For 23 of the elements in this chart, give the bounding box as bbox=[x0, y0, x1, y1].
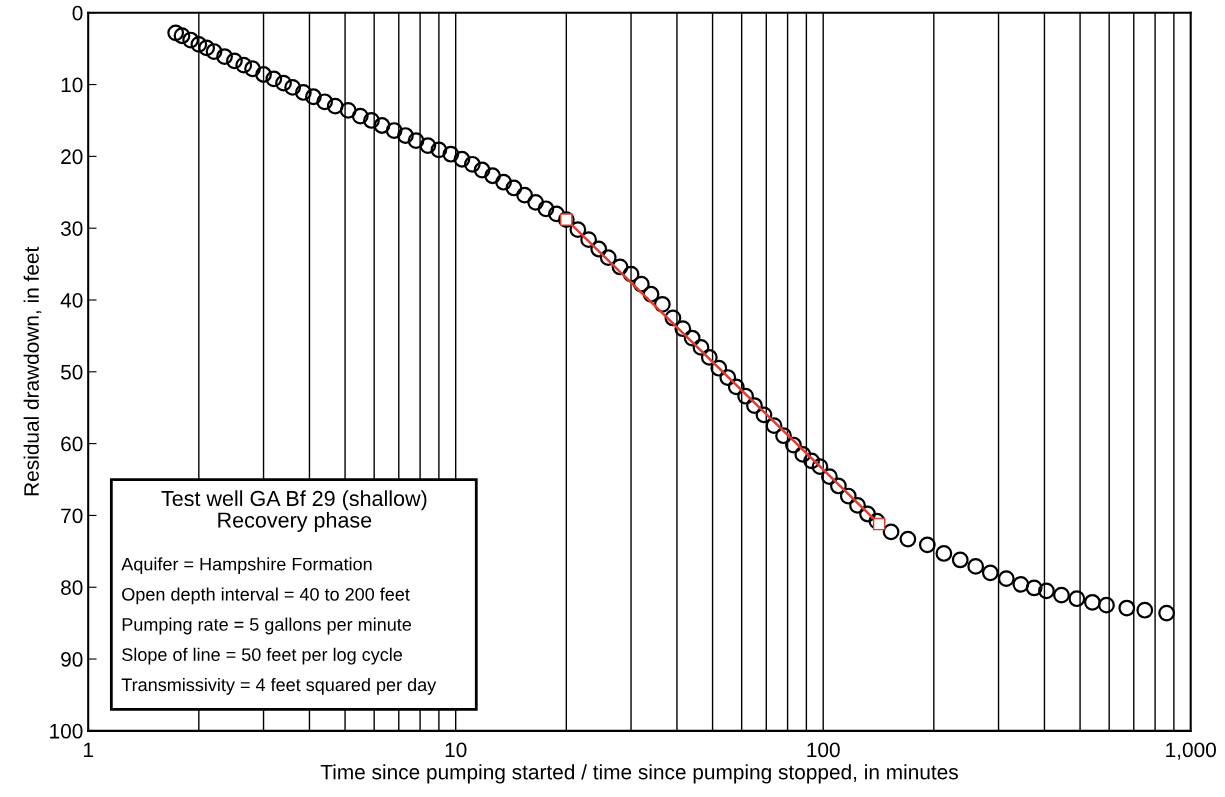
y-tick-label: 20 bbox=[61, 149, 83, 165]
annotation: Test well GA Bf 29 (shallow) Recovery phase bbox=[161, 490, 427, 532]
annotation: Open depth interval = 40 to 200 feet bbox=[122, 587, 410, 605]
y-tick-label: 70 bbox=[61, 508, 83, 524]
y-tick-label: 100 bbox=[50, 723, 83, 739]
x-tick-label: 1,000 bbox=[1166, 742, 1216, 760]
x-tick-label: 100 bbox=[807, 742, 840, 758]
y-tick-label: 0 bbox=[72, 5, 83, 21]
x-tick-label: 1 bbox=[84, 742, 93, 758]
y-tick-label: 30 bbox=[60, 221, 83, 236]
y-tick-label: 40 bbox=[60, 292, 83, 308]
y-tick-label: 80 bbox=[61, 580, 83, 595]
x-tick-label: 10 bbox=[445, 742, 467, 758]
annotation: Slope of line = 50 feet per log cycle bbox=[122, 647, 403, 665]
y-tick-label: 50 bbox=[61, 364, 83, 380]
x-axis-title: Time since pumping started / time since pumping stopped, in minutes bbox=[320, 764, 958, 784]
y-tick-label: 10 bbox=[61, 77, 83, 93]
y-tick-label: 60 bbox=[61, 436, 83, 452]
annotation: Aquifer = Hampshire Formation bbox=[121, 557, 372, 575]
y-axis-title: Residual drawdown, in feet bbox=[23, 246, 42, 496]
annotation: Pumping rate = 5 gallons per minute bbox=[122, 617, 412, 635]
annotation: Transmissivity = 4 feet squared per day bbox=[121, 677, 437, 695]
y-tick-label: 90 bbox=[61, 652, 83, 667]
